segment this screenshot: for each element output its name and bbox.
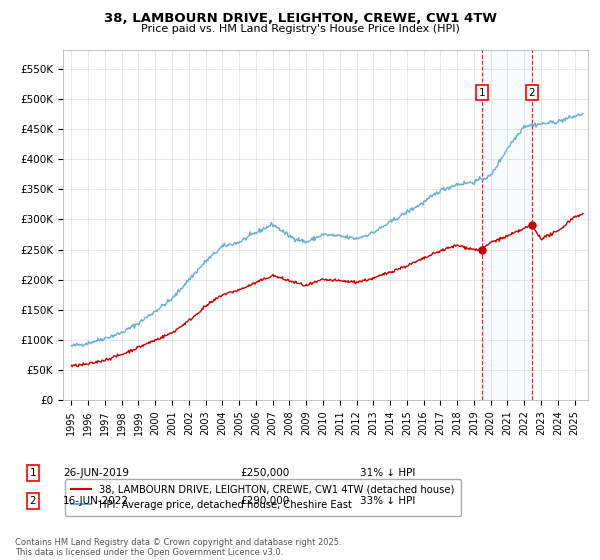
Text: 1: 1 [479,88,485,97]
Text: 31% ↓ HPI: 31% ↓ HPI [360,468,415,478]
Legend: 38, LAMBOURN DRIVE, LEIGHTON, CREWE, CW1 4TW (detached house), HPI: Average pric: 38, LAMBOURN DRIVE, LEIGHTON, CREWE, CW1… [65,479,461,516]
Text: 38, LAMBOURN DRIVE, LEIGHTON, CREWE, CW1 4TW: 38, LAMBOURN DRIVE, LEIGHTON, CREWE, CW1… [104,12,497,25]
Text: £250,000: £250,000 [240,468,289,478]
Text: 33% ↓ HPI: 33% ↓ HPI [360,496,415,506]
Text: 2: 2 [29,496,37,506]
Text: £290,000: £290,000 [240,496,289,506]
Text: Price paid vs. HM Land Registry's House Price Index (HPI): Price paid vs. HM Land Registry's House … [140,24,460,34]
Text: 1: 1 [29,468,37,478]
Text: 2: 2 [529,88,535,97]
Bar [482,50,532,400]
Text: Contains HM Land Registry data © Crown copyright and database right 2025.
This d: Contains HM Land Registry data © Crown c… [15,538,341,557]
Text: 16-JUN-2022: 16-JUN-2022 [63,496,129,506]
Text: 26-JUN-2019: 26-JUN-2019 [63,468,129,478]
